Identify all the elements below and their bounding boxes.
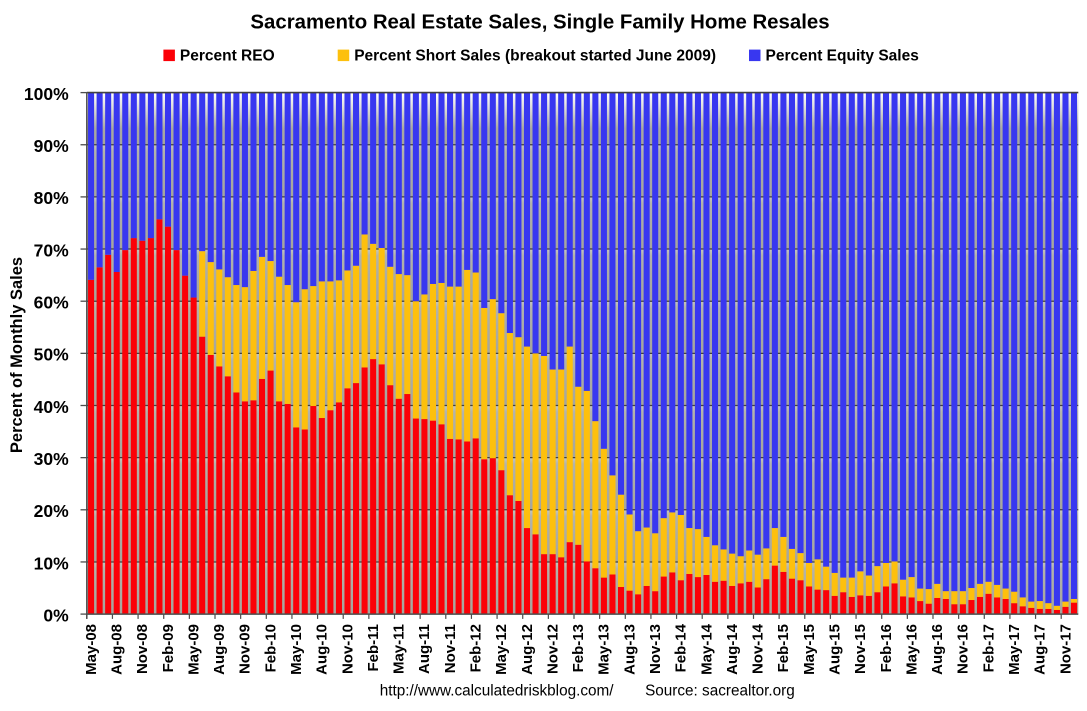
svg-text:20%: 20% — [34, 501, 69, 521]
svg-text:30%: 30% — [34, 449, 69, 469]
svg-text:http://www.calculatedriskblog.: http://www.calculatedriskblog.com/ — [380, 683, 615, 700]
svg-text:May-14: May-14 — [698, 623, 715, 675]
svg-text:70%: 70% — [34, 240, 69, 260]
svg-text:Feb-17: Feb-17 — [980, 624, 997, 672]
svg-text:Nov-16: Nov-16 — [955, 624, 972, 674]
svg-text:Percent REO: Percent REO — [180, 48, 275, 65]
svg-text:May-13: May-13 — [596, 624, 613, 675]
svg-text:100%: 100% — [24, 84, 69, 104]
svg-text:Feb-14: Feb-14 — [673, 623, 690, 672]
svg-text:Nov-14: Nov-14 — [750, 623, 767, 674]
svg-text:May-11: May-11 — [391, 624, 408, 674]
svg-text:Aug-11: Aug-11 — [416, 624, 433, 674]
svg-text:Nov-17: Nov-17 — [1057, 624, 1074, 674]
svg-text:May-09: May-09 — [185, 624, 202, 675]
svg-text:Nov-08: Nov-08 — [134, 624, 151, 674]
svg-text:Nov-09: Nov-09 — [237, 624, 254, 674]
svg-text:Aug-13: Aug-13 — [621, 624, 638, 675]
svg-text:Nov-13: Nov-13 — [647, 624, 664, 674]
svg-text:Aug-16: Aug-16 — [929, 624, 946, 675]
svg-text:10%: 10% — [34, 553, 69, 573]
svg-text:Source: sacrealtor.org: Source: sacrealtor.org — [645, 683, 795, 700]
svg-text:Feb-12: Feb-12 — [468, 624, 485, 672]
svg-text:Aug-10: Aug-10 — [314, 624, 331, 675]
svg-text:May-16: May-16 — [903, 624, 920, 675]
svg-text:Aug-09: Aug-09 — [211, 624, 228, 675]
svg-text:50%: 50% — [34, 345, 69, 365]
svg-text:Percent of Monthly Sales: Percent of Monthly Sales — [8, 257, 26, 453]
svg-text:Feb-11: Feb-11 — [365, 624, 382, 672]
svg-text:40%: 40% — [34, 397, 69, 417]
svg-text:Percent Equity Sales: Percent Equity Sales — [766, 48, 919, 65]
svg-text:Feb-13: Feb-13 — [570, 624, 587, 672]
svg-text:80%: 80% — [34, 188, 69, 208]
svg-text:Sacramento Real Estate Sales,: Sacramento Real Estate Sales, Single Fam… — [250, 12, 829, 34]
svg-text:Nov-11: Nov-11 — [442, 624, 459, 673]
svg-text:Feb-16: Feb-16 — [878, 624, 895, 672]
svg-text:May-08: May-08 — [83, 624, 100, 675]
svg-text:Aug-08: Aug-08 — [109, 624, 126, 675]
svg-text:Nov-12: Nov-12 — [544, 624, 561, 674]
svg-text:Aug-14: Aug-14 — [724, 623, 741, 674]
svg-text:Aug-15: Aug-15 — [827, 624, 844, 675]
svg-text:Aug-17: Aug-17 — [1032, 624, 1049, 675]
svg-text:90%: 90% — [34, 136, 69, 156]
svg-text:May-17: May-17 — [1006, 624, 1023, 675]
svg-text:May-15: May-15 — [801, 624, 818, 675]
svg-text:Aug-12: Aug-12 — [519, 624, 536, 675]
svg-text:Nov-10: Nov-10 — [339, 624, 356, 674]
svg-text:Nov-15: Nov-15 — [852, 624, 869, 674]
svg-text:0%: 0% — [43, 605, 69, 625]
svg-text:May-12: May-12 — [493, 624, 510, 675]
svg-text:60%: 60% — [34, 293, 69, 313]
svg-text:Feb-10: Feb-10 — [262, 624, 279, 672]
svg-text:Percent Short Sales (breakout: Percent Short Sales (breakout started Ju… — [354, 48, 716, 65]
svg-text:Feb-09: Feb-09 — [160, 624, 177, 672]
svg-text:May-10: May-10 — [288, 624, 305, 675]
svg-text:Feb-15: Feb-15 — [775, 624, 792, 672]
